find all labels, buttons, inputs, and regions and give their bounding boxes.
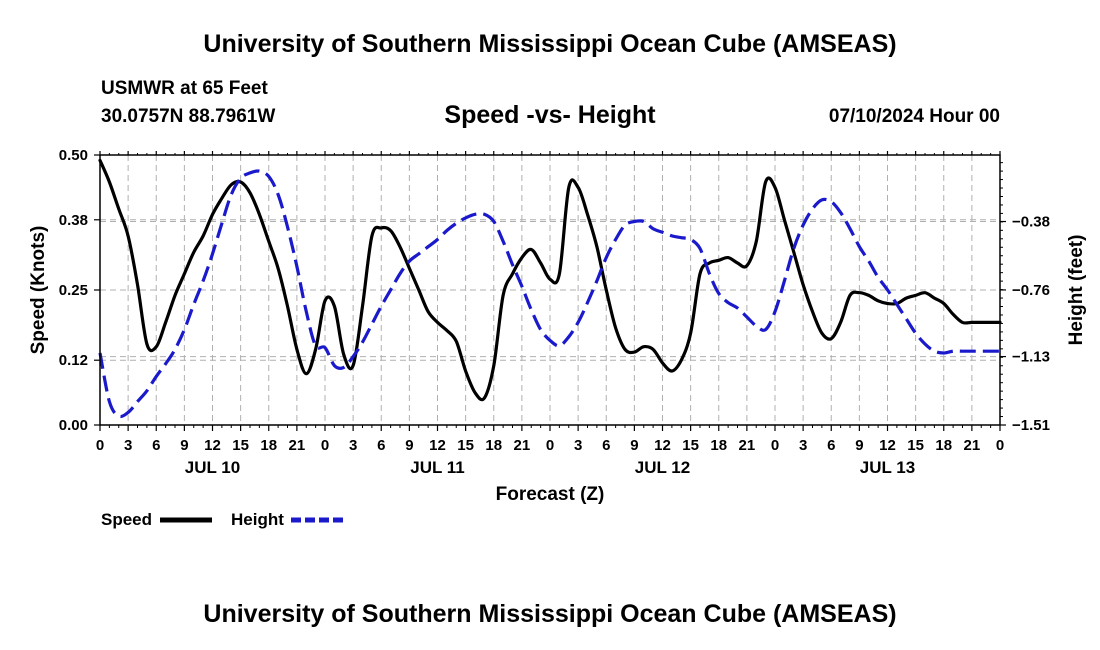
x-tick-label: 3 <box>349 437 357 454</box>
chart-subtitle: Speed -vs- Height <box>444 101 656 129</box>
x-tick-label: 0 <box>96 437 104 454</box>
x-tick-label: 0 <box>771 437 779 454</box>
x-tick-label: 18 <box>485 437 502 454</box>
x-tick-label: 12 <box>204 437 221 454</box>
legend-height-label: Height <box>231 510 284 529</box>
y-tick-label: 0.50 <box>59 147 88 164</box>
x-tick-label: 18 <box>710 437 727 454</box>
x-tick-label: 6 <box>152 437 160 454</box>
y-axis-label: Speed (Knots) <box>28 226 49 355</box>
series-line-height <box>98 169 1000 419</box>
x-tick-label: 15 <box>232 437 249 454</box>
y2-tick-label: −1.51 <box>1012 417 1050 434</box>
x-tick-label: 15 <box>682 437 699 454</box>
grid <box>100 155 1000 425</box>
y-tick-label: 0.00 <box>59 417 88 434</box>
y-tick-label: 0.12 <box>59 352 88 369</box>
x-tick-label: 9 <box>405 437 413 454</box>
y2-tick-label: −0.76 <box>1012 282 1050 299</box>
axes: 0 3 6 9 12 15 18 21 0 3 6 9 12 15 18 21 0 3 6 9 12 15 18 21 0 3 6 9… <box>59 147 1050 477</box>
series-line-speed <box>98 158 1002 402</box>
y-tick-label: 0.25 <box>59 282 88 299</box>
x-tick-label: 6 <box>602 437 610 454</box>
footer-title: University of Southern Mississippi Ocean… <box>203 600 897 628</box>
x-day-label: JUL 12 <box>635 458 690 477</box>
station-label: USMWR at 65 Feet <box>101 78 268 99</box>
x-tick-label: 9 <box>630 437 638 454</box>
x-day-label: JUL 10 <box>185 458 240 477</box>
forecast-datetime: 07/10/2024 Hour 00 <box>828 106 1000 127</box>
x-axis-label: Forecast (Z) <box>496 484 605 505</box>
x-tick-label: 3 <box>574 437 582 454</box>
x-tick-label: 3 <box>124 437 132 454</box>
x-tick-label: 12 <box>429 437 446 454</box>
y2-axis-label: Height (feet) <box>1066 235 1087 346</box>
y2-tick-label: −1.13 <box>1012 349 1050 366</box>
x-tick-label: 21 <box>739 437 756 454</box>
x-tick-label: 21 <box>514 437 531 454</box>
x-tick-label: 0 <box>321 437 329 454</box>
x-tick-label: 3 <box>799 437 807 454</box>
x-tick-label: 6 <box>827 437 835 454</box>
y-tick-label: 0.38 <box>59 212 88 229</box>
x-tick-label: 18 <box>260 437 277 454</box>
x-tick-label: 21 <box>964 437 981 454</box>
x-tick-label: 6 <box>377 437 385 454</box>
page-title: University of Southern Mississippi Ocean… <box>203 30 897 58</box>
x-tick-label: 0 <box>546 437 554 454</box>
x-day-label: JUL 13 <box>860 458 915 477</box>
x-tick-label: 12 <box>879 437 896 454</box>
x-day-label: JUL 11 <box>410 458 465 477</box>
x-tick-label: 18 <box>935 437 952 454</box>
x-tick-label: 0 <box>996 437 1004 454</box>
x-tick-label: 15 <box>457 437 474 454</box>
series-group <box>98 158 1002 419</box>
y2-tick-label: −0.38 <box>1012 214 1050 231</box>
x-tick-label: 12 <box>654 437 671 454</box>
x-tick-label: 21 <box>289 437 306 454</box>
x-tick-label: 15 <box>907 437 924 454</box>
station-coordinates: 30.0757N 88.7961W <box>101 106 276 127</box>
legend-speed-label: Speed <box>101 510 153 529</box>
x-tick-label: 9 <box>180 437 188 454</box>
x-tick-label: 9 <box>855 437 863 454</box>
